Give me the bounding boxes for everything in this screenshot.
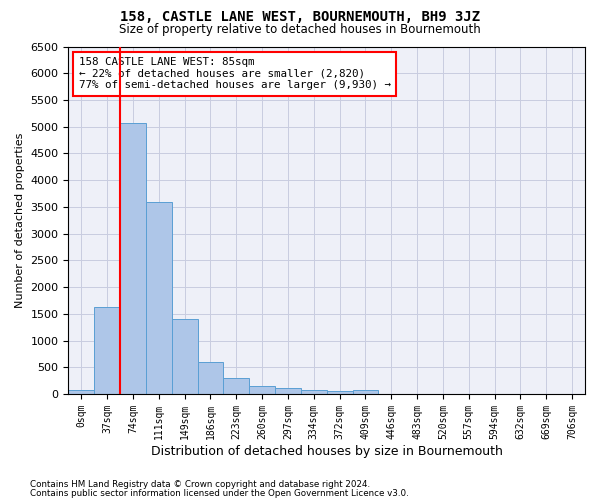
- Bar: [249, 386, 275, 394]
- Bar: [223, 378, 249, 394]
- X-axis label: Distribution of detached houses by size in Bournemouth: Distribution of detached houses by size …: [151, 444, 503, 458]
- Bar: [327, 392, 353, 394]
- Bar: [68, 390, 94, 394]
- Bar: [172, 319, 197, 394]
- Bar: [197, 362, 223, 394]
- Y-axis label: Number of detached properties: Number of detached properties: [15, 132, 25, 308]
- Text: 158 CASTLE LANE WEST: 85sqm
← 22% of detached houses are smaller (2,820)
77% of : 158 CASTLE LANE WEST: 85sqm ← 22% of det…: [79, 57, 391, 90]
- Text: Size of property relative to detached houses in Bournemouth: Size of property relative to detached ho…: [119, 22, 481, 36]
- Bar: [275, 388, 301, 394]
- Bar: [353, 390, 379, 394]
- Text: Contains HM Land Registry data © Crown copyright and database right 2024.: Contains HM Land Registry data © Crown c…: [30, 480, 370, 489]
- Text: Contains public sector information licensed under the Open Government Licence v3: Contains public sector information licen…: [30, 488, 409, 498]
- Bar: [120, 122, 146, 394]
- Bar: [301, 390, 327, 394]
- Bar: [94, 307, 120, 394]
- Bar: [146, 202, 172, 394]
- Text: 158, CASTLE LANE WEST, BOURNEMOUTH, BH9 3JZ: 158, CASTLE LANE WEST, BOURNEMOUTH, BH9 …: [120, 10, 480, 24]
